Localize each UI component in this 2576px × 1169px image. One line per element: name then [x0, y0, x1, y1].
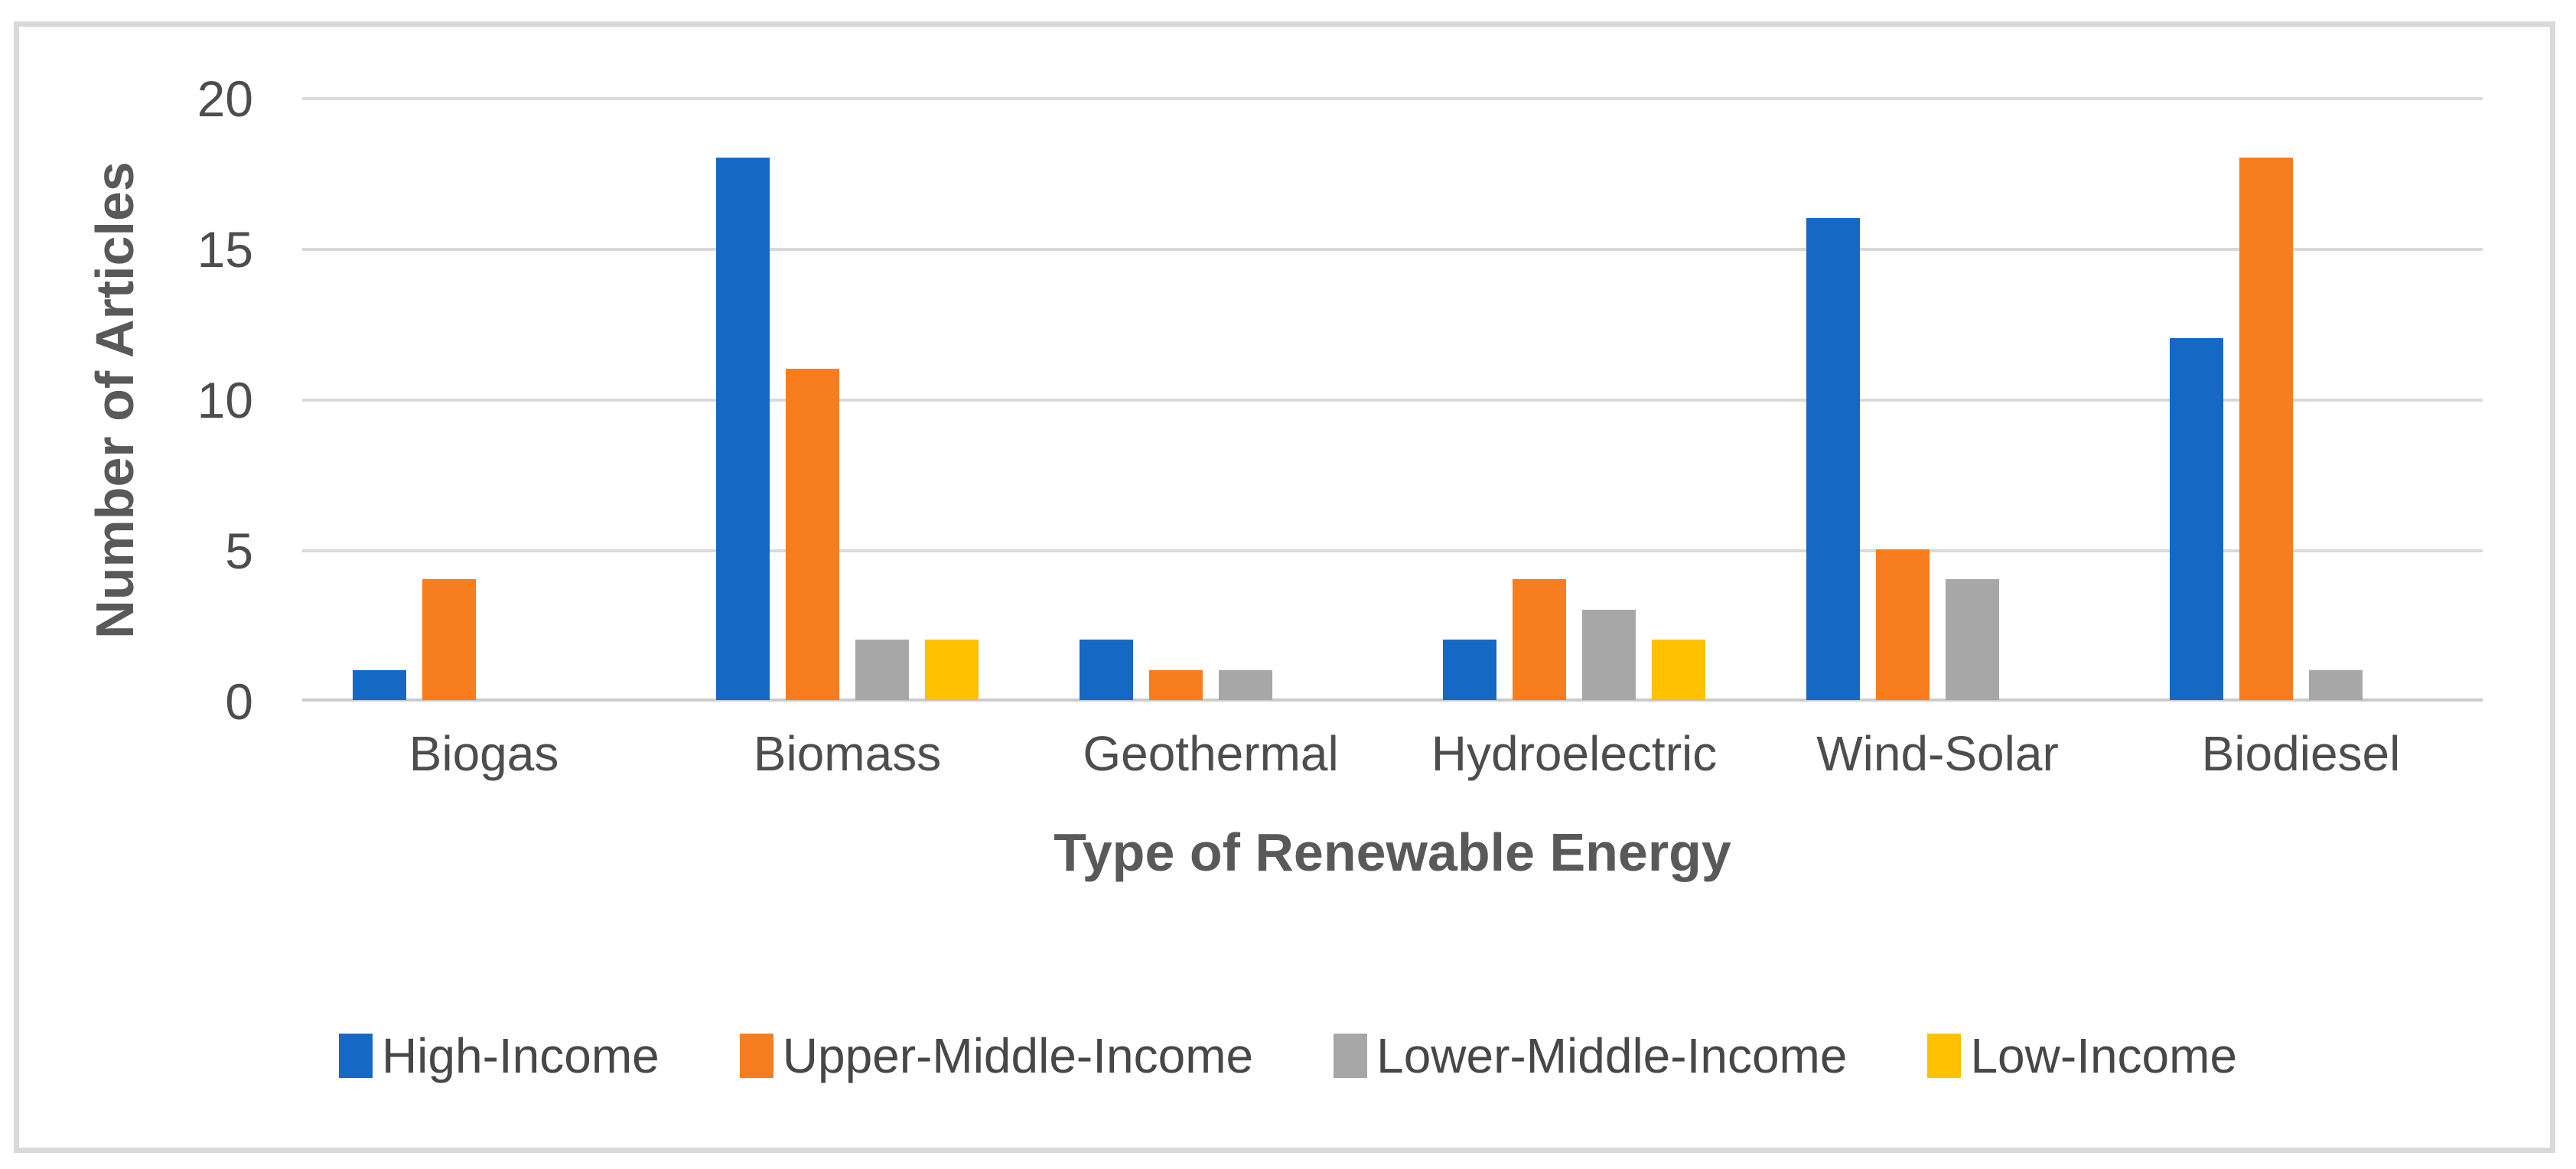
bar-group: [2119, 97, 2483, 700]
y-tick-label: 15: [197, 221, 253, 278]
category-label: Biomass: [753, 726, 942, 781]
category-label: Biodiesel: [2201, 726, 2401, 781]
legend-swatch: [338, 1034, 373, 1078]
bar: [422, 579, 476, 700]
legend-label: Lower-Middle-Income: [1376, 1028, 1848, 1083]
bar: [1080, 640, 1133, 700]
bar-group: [302, 97, 666, 700]
legend-swatch: [1927, 1034, 1962, 1078]
plot-area: [302, 97, 2483, 702]
bar: [2309, 670, 2363, 700]
legend-item: Low-Income: [1927, 1027, 2237, 1084]
legend-item: Upper-Middle-Income: [739, 1027, 1254, 1084]
gridline: [302, 248, 2483, 251]
bar: [1513, 579, 1566, 700]
legend-swatch: [1334, 1034, 1368, 1078]
bar-group: [1392, 97, 1756, 700]
legend-label: High-Income: [381, 1028, 659, 1083]
bar: [1149, 670, 1203, 700]
bar: [1876, 549, 1930, 700]
bar: [786, 369, 839, 700]
category-label: Hydroelectric: [1431, 726, 1718, 781]
bar: [2170, 338, 2223, 700]
category-label: Biogas: [409, 726, 559, 781]
y-axis-tick-labels: 0 5 10 15 20: [0, 70, 253, 730]
x-axis-title: Type of Renewable Energy: [1054, 822, 1731, 882]
bar-group: [666, 97, 1029, 700]
bar: [1652, 640, 1705, 700]
legend-label: Low-Income: [1970, 1028, 2238, 1083]
category-label: Wind-Solar: [1816, 726, 2059, 781]
gridline: [302, 399, 2483, 402]
bar: [855, 640, 909, 700]
bar-group: [1756, 97, 2119, 700]
bar: [2239, 158, 2293, 700]
category-axis-labels: Biogas Biomass Geothermal Hydroelectric Wind…: [302, 721, 2483, 786]
gridline: [302, 549, 2483, 552]
bar: [1219, 670, 1272, 700]
bar: [353, 670, 406, 700]
bar: [1946, 579, 1999, 700]
gridline: [302, 97, 2483, 100]
legend-item: Lower-Middle-Income: [1334, 1027, 1847, 1084]
y-tick-label: 5: [225, 523, 253, 579]
y-tick-label: 20: [197, 70, 253, 127]
bar-group: [1029, 97, 1392, 700]
bar: [716, 158, 770, 700]
bar: [1443, 640, 1496, 700]
x-axis-line: [302, 698, 2483, 702]
legend: High-Income Upper-Middle-Income Lower-Midd…: [0, 1018, 2576, 1094]
legend-label: Upper-Middle-Income: [782, 1028, 1254, 1083]
y-tick-label: 0: [225, 673, 253, 730]
bar: [925, 640, 979, 700]
legend-swatch: [739, 1034, 773, 1078]
category-label: Geothermal: [1083, 726, 1339, 781]
legend-item: High-Income: [338, 1027, 659, 1084]
bar: [1582, 610, 1636, 700]
y-tick-label: 10: [197, 372, 253, 428]
bar: [1806, 218, 1860, 700]
